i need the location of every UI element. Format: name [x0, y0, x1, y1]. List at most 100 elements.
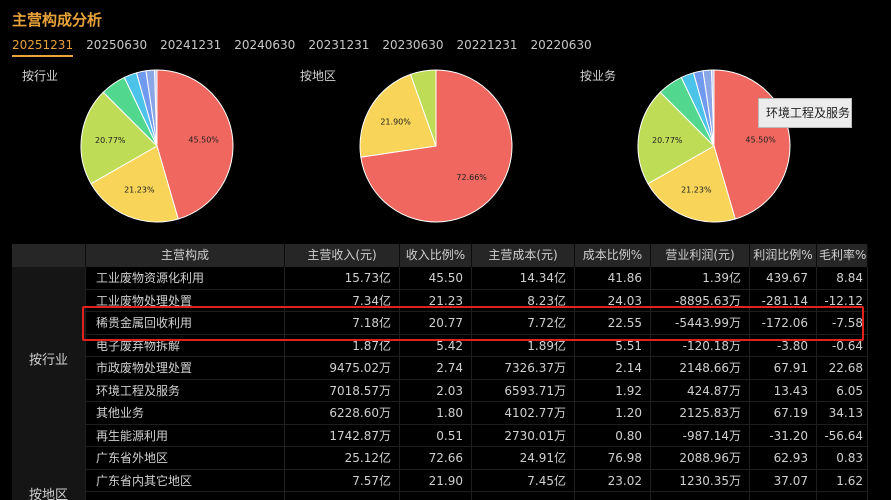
cell-revenue: 1742.87万 — [285, 424, 400, 446]
cell-revenue-ratio: 1.80 — [400, 402, 472, 424]
tab-period-6[interactable]: 20221231 — [456, 38, 518, 52]
cell-profit-ratio: -172.06 — [750, 312, 817, 334]
cell-profit-ratio: 67.19 — [750, 402, 817, 424]
cell-cost-ratio: 2.14 — [575, 357, 651, 379]
pie-slice[interactable] — [359, 73, 437, 158]
cell-profit: 1.39亿 — [651, 267, 750, 289]
tab-period-2[interactable]: 20241231 — [160, 38, 222, 52]
table-row[interactable]: 电子废弃物拆解 1.87亿 5.42 1.89亿 5.51 -120.18万 -3.80 -0… — [12, 334, 868, 357]
cell-revenue-ratio: 72.66 — [400, 447, 472, 469]
cell-cost — [472, 492, 575, 500]
cell-revenue: 15.73亿 — [285, 267, 400, 289]
table-row[interactable]: 广东省外地区 25.12亿 72.66 24.91亿 76.98 2088.96万 62.9… — [12, 447, 868, 470]
cell-profit: 424.87万 — [651, 379, 750, 401]
cell-profit: 2148.66万 — [651, 357, 750, 379]
pie-slice[interactable] — [409, 69, 437, 147]
tab-period-7[interactable]: 20220630 — [530, 38, 592, 52]
tab-period-0[interactable]: 20251231 — [12, 38, 74, 57]
cell-cost: 1.89亿 — [472, 334, 575, 356]
table-row[interactable]: 其他业务 6228.60万 1.80 4102.77万 1.20 2125.83万 67.1… — [12, 402, 868, 425]
pie-tooltip: 环境工程及服务 — [758, 98, 852, 128]
cell-profit-ratio: 67.91 — [750, 357, 817, 379]
cell-cost: 7.72亿 — [472, 312, 575, 334]
cell-revenue: 1.87亿 — [285, 334, 400, 356]
cell-composition: 市政废物处理处置 — [86, 357, 285, 379]
cell-revenue-ratio: 5.42 — [400, 334, 472, 356]
pie-slice[interactable] — [90, 145, 179, 223]
cell-composition: 稀贵金属回收利用 — [86, 312, 285, 334]
tab-period-5[interactable]: 20230630 — [382, 38, 444, 52]
header-revenue[interactable]: 主营收入(元) — [285, 244, 400, 267]
pie-slice[interactable] — [647, 145, 736, 223]
pie-label-region: 按地区 — [300, 69, 337, 83]
cell-profit — [651, 492, 750, 500]
cell-gross-margin — [817, 492, 868, 500]
cell-cost: 8.23亿 — [472, 289, 575, 311]
cell-revenue-ratio: 2.03 — [400, 379, 472, 401]
pie-slice-label: 21.90% — [380, 118, 411, 127]
pie-slice-label: 45.50% — [745, 135, 776, 144]
header-gross-margin[interactable]: 毛利率% — [817, 244, 868, 267]
cell-profit: -8895.63万 — [651, 289, 750, 311]
tab-period-3[interactable]: 20240630 — [234, 38, 296, 52]
cell-revenue-ratio: 0.51 — [400, 424, 472, 446]
cell-cost: 14.34亿 — [472, 267, 575, 289]
cell-cost: 4102.77万 — [472, 402, 575, 424]
header-revenue-ratio[interactable]: 收入比例% — [400, 244, 472, 267]
pie-slice[interactable] — [711, 69, 715, 147]
cell-cost: 24.91亿 — [472, 447, 575, 469]
table-row[interactable]: 广东省内其它地区 7.57亿 21.90 7.45亿 23.02 1230.35万 37.0… — [12, 469, 868, 492]
cell-composition: 广东省外地区 — [86, 447, 285, 469]
pie-label-industry: 按行业 — [22, 69, 59, 83]
cell-composition: 再生能源利用 — [86, 424, 285, 446]
table-row[interactable] — [12, 492, 868, 500]
header-profit[interactable]: 营业利润(元) — [651, 244, 750, 267]
table-row[interactable]: 再生能源利用 1742.87万 0.51 2730.01万 0.80 -987.14万 -3… — [12, 424, 868, 447]
cell-gross-margin: -12.12 — [817, 289, 868, 311]
cell-revenue: 7018.57万 — [285, 379, 400, 401]
tab-period-1[interactable]: 20250630 — [86, 38, 148, 52]
period-tabs: 20251231 20250630 20241231 20240630 2023… — [12, 38, 605, 57]
cell-cost-ratio: 1.92 — [575, 379, 651, 401]
header-profit-ratio[interactable]: 利润比例% — [750, 244, 817, 267]
cell-cost: 2730.01万 — [472, 424, 575, 446]
cell-profit-ratio: -281.14 — [750, 289, 817, 311]
header-cost-ratio[interactable]: 成本比例% — [575, 244, 651, 267]
cell-gross-margin: 34.13 — [817, 402, 868, 424]
table-row[interactable]: 市政废物处理处置 9475.02万 2.74 7326.37万 2.14 2148.66万… — [12, 357, 868, 380]
cell-revenue-ratio: 20.77 — [400, 312, 472, 334]
main-business-table: 主营构成 主营收入(元) 收入比例% 主营成本(元) 成本比例% 营业利润(元)… — [12, 244, 868, 500]
cell-profit: -987.14万 — [651, 424, 750, 446]
cell-composition: 工业废物处理处置 — [86, 289, 285, 311]
pie-slice[interactable] — [156, 69, 234, 220]
cell-gross-margin: -56.64 — [817, 424, 868, 446]
pie-slice[interactable] — [637, 91, 715, 185]
cell-revenue: 9475.02万 — [285, 357, 400, 379]
group-region-label: 按地区 — [28, 488, 68, 500]
table-row[interactable]: 环境工程及服务 7018.57万 2.03 6593.71万 1.92 424.87万 13… — [12, 379, 868, 402]
cell-gross-margin: -7.58 — [817, 312, 868, 334]
header-composition[interactable]: 主营构成 — [86, 244, 285, 267]
pie-slice[interactable] — [154, 69, 158, 147]
cell-revenue: 25.12亿 — [285, 447, 400, 469]
table-row[interactable]: 工业废物资源化利用 15.73亿 45.50 14.34亿 41.86 1.39亿 439.… — [12, 267, 868, 290]
cell-cost: 7326.37万 — [472, 357, 575, 379]
group-industry: 按行业 — [12, 267, 86, 448]
tab-period-4[interactable]: 20231231 — [308, 38, 370, 52]
header-cost[interactable]: 主营成本(元) — [472, 244, 575, 267]
pie-label-business: 按业务 — [580, 69, 617, 83]
pie-slice-label: 21.23% — [681, 186, 712, 195]
cell-revenue: 7.18亿 — [285, 312, 400, 334]
pie-slice[interactable] — [80, 91, 158, 185]
cell-profit: -5443.99万 — [651, 312, 750, 334]
cell-composition — [86, 492, 285, 500]
pie-slice-label: 21.23% — [124, 186, 155, 195]
cell-profit-ratio — [750, 492, 817, 500]
cell-gross-margin: -0.64 — [817, 334, 868, 356]
pie-slice-label: 45.50% — [188, 135, 219, 144]
cell-profit-ratio: 439.67 — [750, 267, 817, 289]
table-row[interactable]: 稀贵金属回收利用 7.18亿 20.77 7.72亿 22.55 -5443.99万 -17… — [12, 312, 868, 335]
cell-cost-ratio — [575, 492, 651, 500]
cell-revenue-ratio — [400, 492, 472, 500]
table-row[interactable]: 工业废物处理处置 7.34亿 21.23 8.23亿 24.03 -8895.63万 -28… — [12, 289, 868, 312]
